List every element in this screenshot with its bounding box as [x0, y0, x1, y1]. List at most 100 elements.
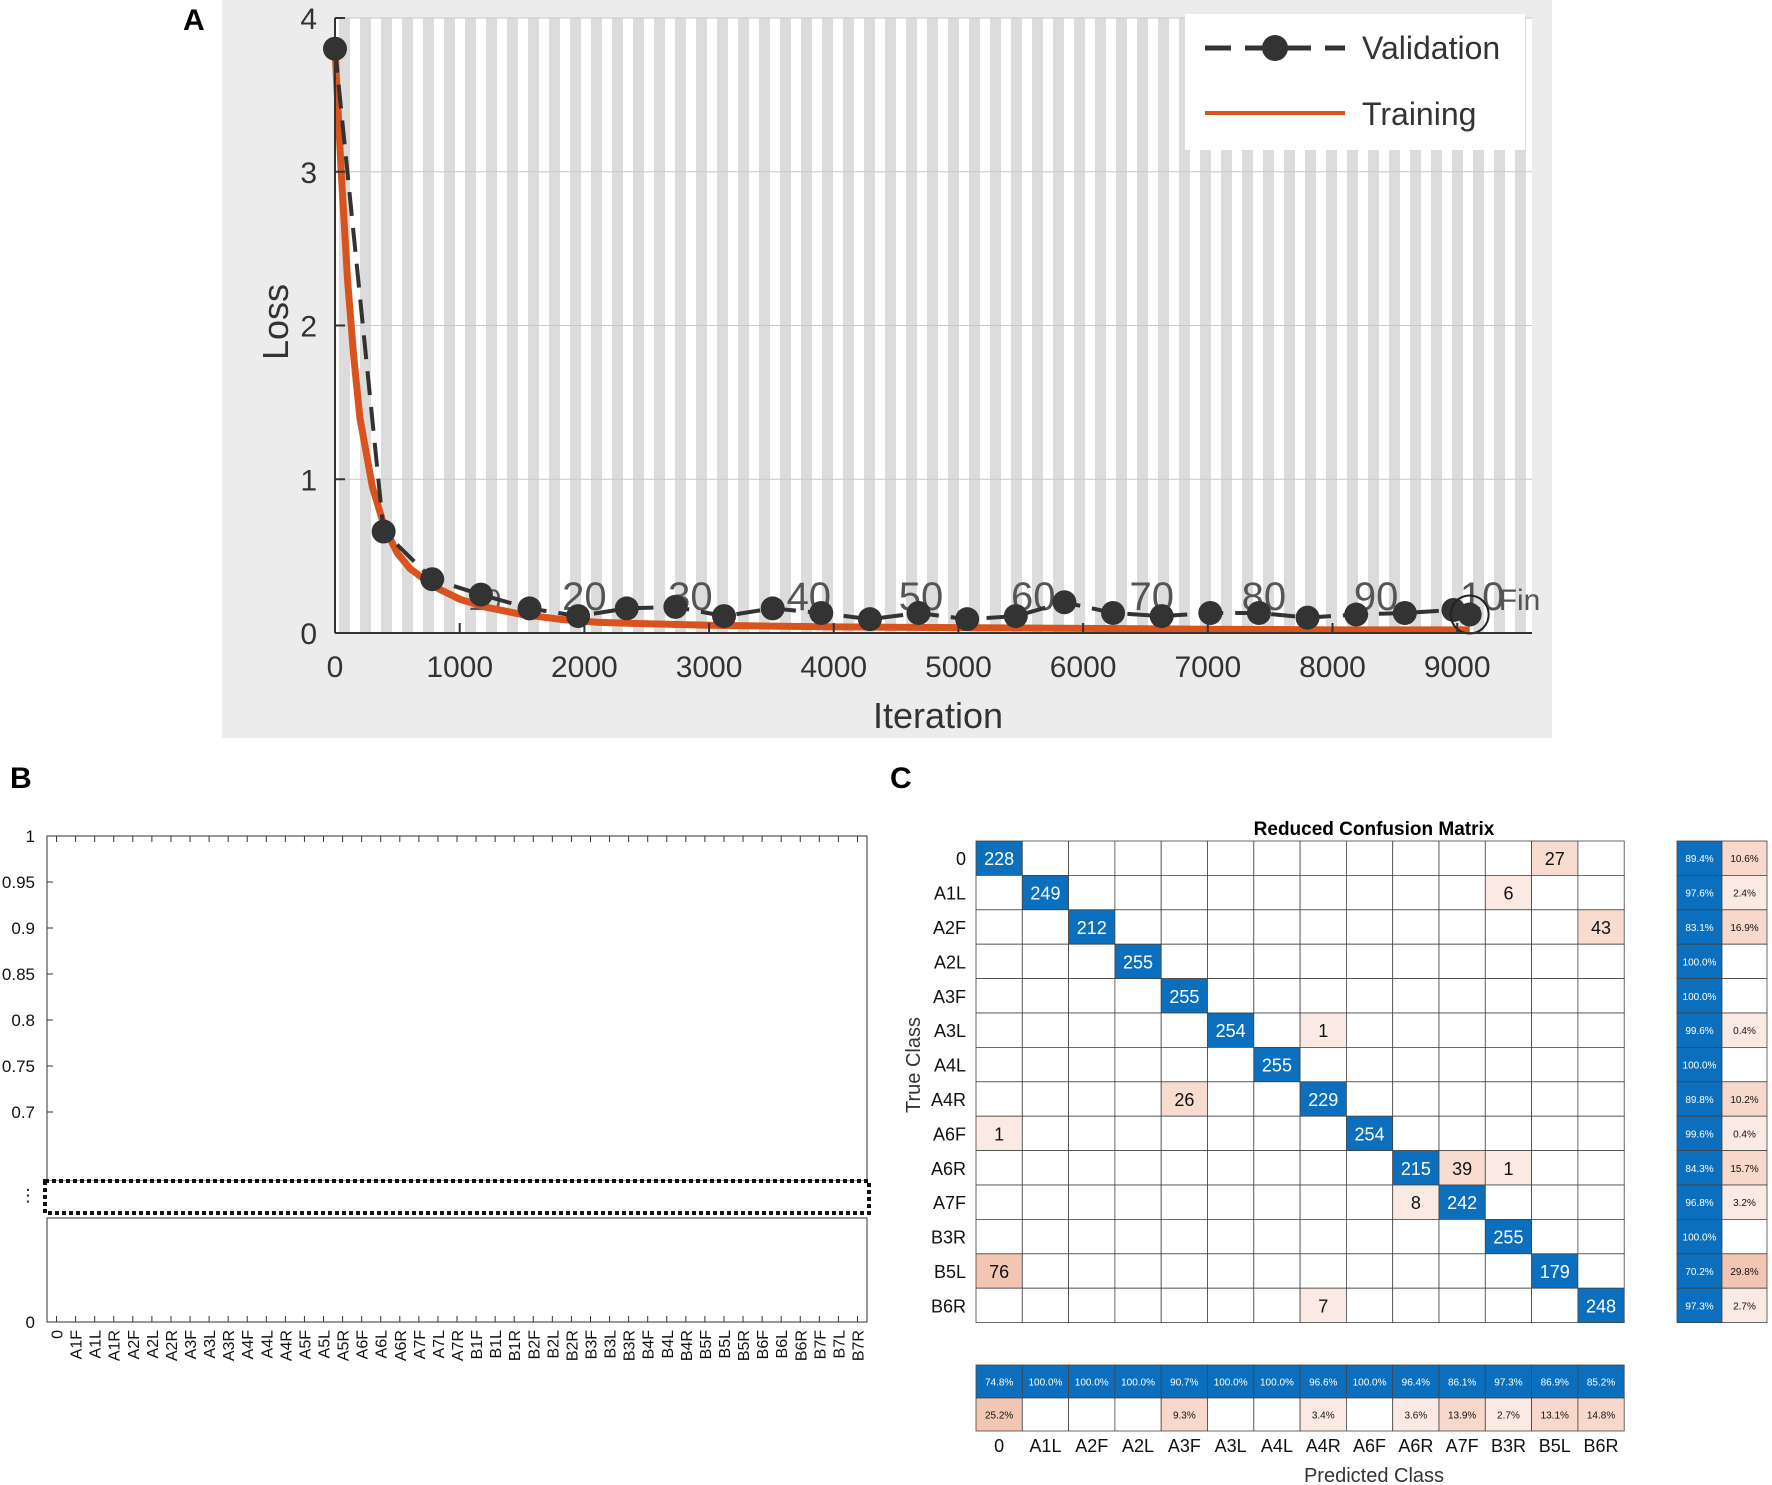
x-tick-label: A3L [202, 1330, 219, 1359]
matrix-cell-value: 1 [994, 1124, 1004, 1144]
matrix-cell [1068, 943, 1116, 980]
matrix-cell [1299, 1150, 1347, 1186]
matrix-cell [1346, 1150, 1394, 1186]
matrix-cell [1531, 875, 1579, 911]
matrix-cell [1207, 909, 1255, 945]
matrix-cell [1392, 1219, 1440, 1255]
row-label: A6F [933, 1124, 966, 1144]
matrix-cell [1484, 1219, 1533, 1255]
matrix-cell [1160, 1115, 1208, 1151]
matrix-cell [1346, 1287, 1394, 1323]
column-error-cell [1253, 1397, 1301, 1432]
x-tick-label: A7L [431, 1330, 448, 1359]
matrix-cell-value: 7 [1318, 1296, 1328, 1316]
column-precision-cell [1299, 1364, 1347, 1399]
x-tick-label: B1R [507, 1330, 524, 1361]
matrix-cell [1299, 978, 1347, 1014]
validation-marker [468, 582, 493, 607]
row-error-text: 16.9% [1730, 923, 1758, 934]
matrix-cell [1484, 1115, 1533, 1151]
column-label: 0 [994, 1436, 1004, 1456]
matrix-cell [1531, 1150, 1579, 1186]
row-accuracy-cell [1676, 1115, 1723, 1151]
matrix-cell [1207, 943, 1255, 980]
matrix-cell [1299, 840, 1347, 876]
column-error-cell [1021, 1397, 1069, 1432]
matrix-cell [1207, 1150, 1255, 1186]
matrix-cell [975, 1150, 1023, 1186]
row-error-text: 10.6% [1730, 854, 1758, 865]
row-accuracy-text: 89.8% [1685, 1095, 1713, 1106]
matrix-cell [1253, 909, 1301, 945]
loss-legend: Validation Training [1185, 14, 1525, 150]
matrix-cell [1346, 1081, 1394, 1117]
matrix-cell [975, 1184, 1023, 1220]
y-tick-label: 0.75 [2, 1057, 35, 1076]
row-error-cell [1721, 943, 1768, 980]
matrix-cell [1207, 840, 1255, 876]
validation-marker [955, 607, 980, 632]
validation-marker [1295, 605, 1320, 630]
column-error-cell [1531, 1397, 1579, 1432]
x-tick-label: A6R [393, 1330, 410, 1361]
matrix-cell [1068, 978, 1116, 1014]
row-error-text: 3.2% [1733, 1198, 1756, 1209]
column-label: A6R [1398, 1436, 1433, 1456]
x-tick-label: B6L [774, 1330, 791, 1359]
matrix-cell-value: 255 [1169, 987, 1199, 1007]
matrix-cell [1438, 1184, 1486, 1220]
row-accuracy-text: 96.8% [1685, 1198, 1713, 1209]
matrix-cell [1531, 1012, 1579, 1048]
matrix-cell-value: 76 [989, 1262, 1009, 1282]
row-error-text: 2.7% [1733, 1301, 1756, 1312]
row-error-cell [1721, 1012, 1768, 1048]
validation-marker [566, 604, 591, 629]
matrix-cell [1021, 943, 1069, 980]
matrix-cell [1114, 875, 1162, 911]
column-precision-text: 90.7% [1170, 1378, 1198, 1389]
y-tick-label: 0.7 [11, 1103, 35, 1122]
row-accuracy-text: 99.6% [1685, 1129, 1713, 1140]
column-precision-cell [1346, 1364, 1394, 1399]
row-label: 0 [956, 849, 966, 869]
column-error-text: 25.2% [985, 1411, 1013, 1422]
matrix-cell [1068, 875, 1116, 911]
matrix-cell-value: 242 [1447, 1193, 1477, 1213]
x-tick-label: A6L [374, 1330, 391, 1359]
column-summary: 74.8% 25.2% 100.0% 100.0% 100.0% 90.7% 9.3% 100… [975, 1364, 1625, 1432]
matrix-cell [1253, 1219, 1301, 1255]
matrix-cell-value: 6 [1503, 884, 1513, 904]
matrix-cell-value: 228 [984, 849, 1014, 869]
x-tick-label: 7000 [1174, 651, 1241, 684]
row-error-cell [1721, 978, 1768, 1014]
matrix-cell [975, 909, 1023, 945]
column-precision-cell [1207, 1364, 1255, 1399]
matrix-cell-value: 179 [1540, 1262, 1570, 1282]
row-accuracy-cell [1676, 1184, 1723, 1220]
matrix-cell [1253, 1081, 1301, 1117]
matrix-cell [1068, 1150, 1116, 1186]
confusion-matrix-title: Reduced Confusion Matrix [1254, 819, 1495, 840]
matrix-cell-value: 255 [1123, 952, 1153, 972]
y-tick-label-zero: 0 [26, 1313, 35, 1332]
matrix-cell [1346, 943, 1394, 980]
x-tick-label: A4L [259, 1330, 276, 1359]
x-tick-label: B7L [831, 1330, 848, 1359]
matrix-cell [1207, 1253, 1255, 1289]
row-error-cell [1721, 1150, 1768, 1186]
x-tick-label: B6F [755, 1330, 772, 1360]
x-tick-label: B1L [488, 1330, 505, 1359]
matrix-cell [1207, 875, 1255, 911]
matrix-cell [1346, 978, 1394, 1014]
bar-axes: 0 A1F A1L A1R A2F A2L A2R A3F A3L A3R A4F A4L A4R A5F… [2, 827, 871, 1361]
matrix-cell [1160, 909, 1208, 945]
x-tick-label: A2R [164, 1330, 181, 1361]
matrix-cell [1114, 1184, 1162, 1220]
column-error-cell [1577, 1397, 1625, 1432]
validation-marker [760, 596, 785, 621]
matrix-cell [1253, 943, 1301, 980]
matrix-cell [1160, 1219, 1208, 1255]
legend-validation-marker [1262, 35, 1288, 61]
matrix-cell [1253, 1253, 1301, 1289]
column-error-cell [1438, 1397, 1486, 1432]
